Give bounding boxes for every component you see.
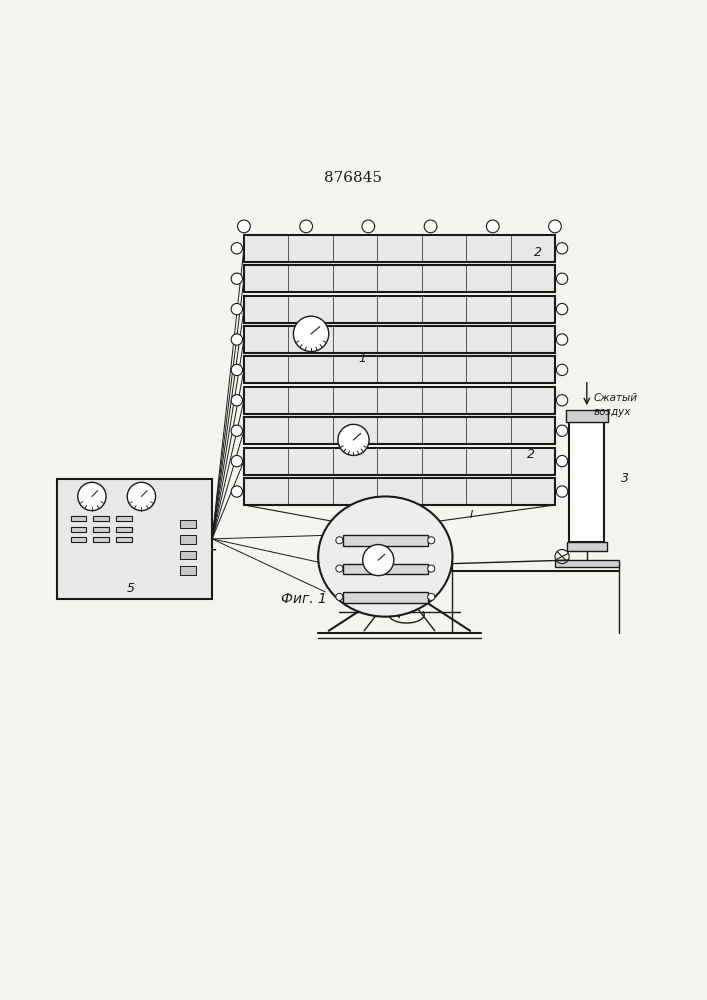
Bar [244,265,555,292]
Bar [116,537,132,542]
Bar [244,356,555,383]
Circle shape [362,220,375,233]
Circle shape [556,243,568,254]
Bar [343,564,428,574]
Bar [93,537,109,542]
Circle shape [428,537,435,544]
Circle shape [231,273,243,284]
Text: Фиг. 1: Фиг. 1 [281,592,327,606]
Circle shape [231,364,243,376]
Circle shape [78,482,106,511]
Bar [244,296,555,323]
Text: −: − [206,543,217,556]
Circle shape [231,243,243,254]
Circle shape [363,545,394,576]
Bar [116,516,132,521]
Bar [93,527,109,532]
Circle shape [424,220,437,233]
Bar [566,410,608,422]
Circle shape [428,593,435,600]
Bar [180,551,196,559]
Circle shape [486,220,499,233]
Bar [71,527,86,532]
Bar [180,535,196,544]
Bar [343,592,428,603]
Text: 4: 4 [385,555,393,568]
Circle shape [556,334,568,345]
Text: 3: 3 [621,472,629,485]
Bar [244,417,555,444]
Circle shape [336,565,343,572]
Bar [116,527,132,532]
Bar [57,479,212,599]
Circle shape [556,455,568,467]
Circle shape [231,334,243,345]
Circle shape [300,220,312,233]
Text: 876845: 876845 [325,171,382,185]
Text: 2: 2 [534,246,542,259]
Circle shape [428,565,435,572]
Circle shape [127,482,156,511]
Circle shape [556,364,568,376]
Bar [71,516,86,521]
Circle shape [231,425,243,436]
Bar [244,387,555,414]
Text: Сжатый: Сжатый [594,393,638,403]
Bar [244,478,555,505]
Bar [555,560,619,567]
Bar [343,535,428,546]
Circle shape [231,395,243,406]
Text: воздух: воздух [594,407,631,417]
Bar [569,422,604,542]
Bar [567,542,607,551]
Text: I: I [469,510,472,520]
Ellipse shape [318,496,452,617]
Circle shape [556,395,568,406]
Circle shape [556,486,568,497]
Bar [244,326,555,353]
Circle shape [231,303,243,315]
Text: 5: 5 [127,582,135,595]
Bar [93,516,109,521]
Circle shape [556,425,568,436]
Circle shape [338,424,369,455]
Circle shape [556,303,568,315]
Circle shape [231,455,243,467]
Circle shape [336,593,343,600]
Circle shape [293,316,329,352]
Bar [244,235,555,262]
Bar [180,520,196,528]
Bar [180,566,196,575]
Circle shape [549,220,561,233]
Bar [244,448,555,475]
Circle shape [336,537,343,544]
Circle shape [238,220,250,233]
Text: 2: 2 [527,448,534,461]
Text: 1: 1 [358,352,367,365]
Text: +: + [206,520,216,530]
Circle shape [231,486,243,497]
Circle shape [556,273,568,284]
Bar [71,537,86,542]
